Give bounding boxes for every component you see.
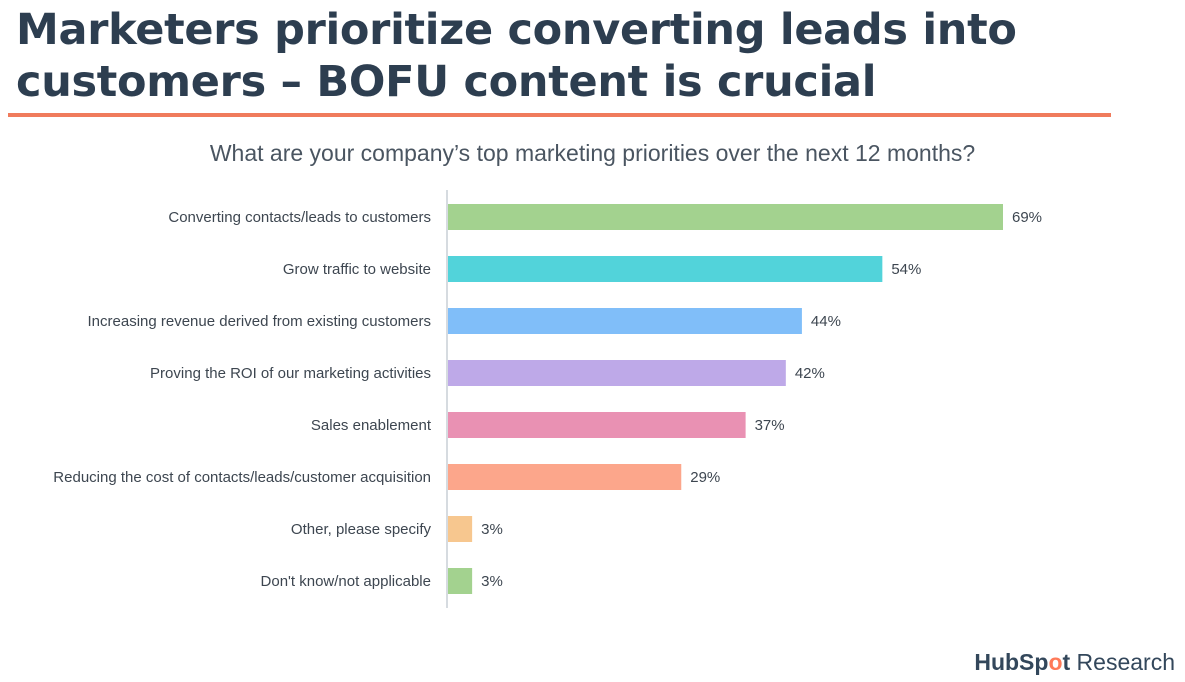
bar <box>448 360 786 386</box>
bar-chart: Converting contacts/leads to customers 69… <box>53 190 1042 608</box>
category-label: Grow traffic to website <box>283 261 431 278</box>
brand-name: HubSpot <box>974 649 1071 675</box>
value-label: 3% <box>481 521 503 538</box>
category-label: Other, please specify <box>291 521 432 538</box>
category-label: Increasing revenue derived from existing… <box>88 313 432 330</box>
value-label: 44% <box>811 313 841 330</box>
value-label: 3% <box>481 573 503 590</box>
category-label: Sales enablement <box>311 417 432 434</box>
brand-suffix: Research <box>1070 649 1175 675</box>
bar <box>448 412 746 438</box>
bar <box>448 568 473 594</box>
bar <box>448 256 883 282</box>
bar <box>448 516 473 542</box>
category-label: Don't know/not applicable <box>261 573 431 590</box>
category-label: Reducing the cost of contacts/leads/cust… <box>53 469 431 486</box>
page-title: Marketers prioritize converting leads in… <box>16 5 1017 107</box>
category-label: Proving the ROI of our marketing activit… <box>150 365 431 382</box>
chart-title: What are your company’s top marketing pr… <box>209 140 976 166</box>
bar <box>448 204 1003 230</box>
value-label: 29% <box>690 469 720 486</box>
category-label: Converting contacts/leads to customers <box>168 209 431 226</box>
title-divider <box>8 113 1111 117</box>
brand-logo: HubSpot Research <box>974 649 1175 676</box>
value-label: 54% <box>891 261 921 278</box>
value-label: 42% <box>795 365 825 382</box>
brand-sprocket-icon: o <box>1048 649 1063 675</box>
bar <box>448 464 682 490</box>
bar <box>448 308 802 334</box>
value-label: 69% <box>1012 209 1042 226</box>
value-label: 37% <box>755 417 785 434</box>
